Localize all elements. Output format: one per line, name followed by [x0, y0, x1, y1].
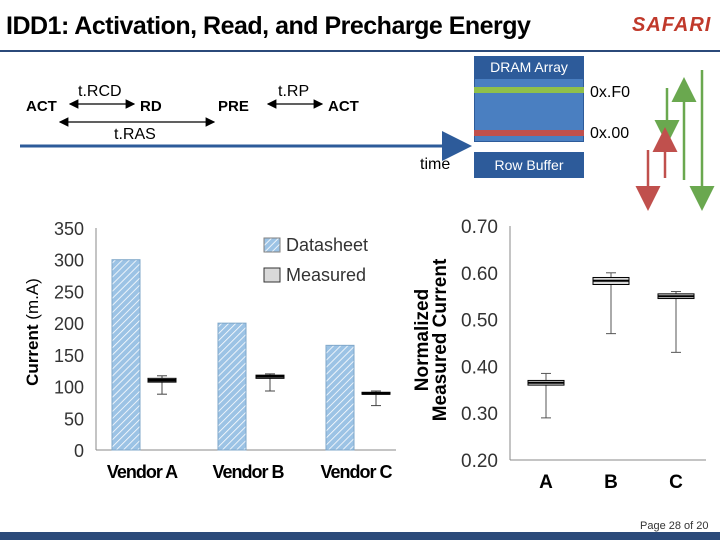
footer-bar [0, 532, 720, 540]
right-y-axis-label-line1: Normalized [412, 289, 433, 391]
left-measured-group [147, 373, 391, 407]
right-x-category-label: A [539, 472, 553, 493]
legend-datasheet-swatch [263, 237, 281, 253]
left-x-category-label: Vendor C [320, 462, 392, 482]
left-x-categories: Vendor A Vendor B Vendor C [107, 462, 394, 482]
datasheet-bar [325, 344, 355, 451]
timeline-trp: t.RP [278, 83, 310, 100]
legend-datasheet-label: Datasheet [286, 235, 368, 255]
left-y-tick-label: 200 [54, 314, 84, 334]
left-y-axis-label: Current (m.A) [23, 278, 42, 386]
row-buffer: Row Buffer [474, 152, 584, 178]
left-bars-group [111, 259, 355, 451]
right-x-category-label: B [604, 472, 618, 493]
right-x-categories: A B C [539, 472, 683, 493]
timeline-act-end: ACT [328, 98, 359, 115]
left-y-tick-label: 350 [54, 219, 84, 239]
left-y-tick-label: 250 [54, 282, 84, 302]
datasheet-bar [111, 259, 141, 451]
right-x-category-label: C [669, 472, 683, 493]
dram-row-f0 [474, 87, 584, 93]
normalized-box-chart: Normalized Measured Current 0.70 0.60 0.50… [412, 217, 706, 493]
left-y-axis-label-main: Current [23, 324, 42, 386]
current-bar-chart: Current (m.A) 350 300 250 200 150 100 50 0 Vend… [23, 219, 396, 482]
timeline-rd: RD [140, 98, 162, 115]
left-x-category-label: Vendor A [107, 462, 178, 482]
left-y-ticks: 350 300 250 200 150 100 50 0 [54, 219, 84, 461]
legend-measured-swatch [263, 267, 281, 283]
timeline-act-start: ACT [26, 98, 57, 115]
right-y-ticks: 0.70 0.60 0.50 0.40 0.30 0.20 [461, 217, 498, 472]
left-x-category-label: Vendor B [212, 462, 284, 482]
right-y-tick-label: 0.70 [461, 217, 498, 238]
timeline-tras: t.RAS [114, 126, 156, 143]
safari-logo: SAFARI [632, 14, 712, 36]
title-divider [0, 50, 720, 52]
page-number: Page 28 of 20 [640, 520, 709, 532]
right-boxes-group [527, 272, 695, 419]
page-title: IDD1: Activation, Read, and Precharge En… [6, 12, 531, 40]
timeline-pre: PRE [218, 98, 249, 115]
timeline-trcd: t.RCD [78, 83, 122, 100]
left-y-tick-label: 0 [74, 441, 84, 461]
right-y-tick-label: 0.50 [461, 311, 498, 332]
left-y-tick-label: 100 [54, 378, 84, 398]
dram-row-00 [474, 130, 584, 136]
left-y-tick-label: 50 [64, 409, 84, 429]
datasheet-bar [217, 322, 247, 451]
right-y-tick-label: 0.60 [461, 264, 498, 285]
left-y-tick-label: 150 [54, 346, 84, 366]
right-y-tick-label: 0.20 [461, 451, 498, 472]
row-label-00: 0x.00 [590, 125, 630, 142]
left-y-axis-label-unit: (m.A) [23, 278, 42, 324]
left-y-tick-label: 300 [54, 251, 84, 271]
row-label-f0: 0x.F0 [590, 84, 631, 101]
legend-measured-label: Measured [286, 265, 366, 285]
right-y-axis-label-line2: Measured Current [430, 258, 451, 421]
right-y-tick-label: 0.30 [461, 404, 498, 425]
dram-array-label: DRAM Array [474, 56, 584, 78]
right-y-tick-label: 0.40 [461, 357, 498, 378]
